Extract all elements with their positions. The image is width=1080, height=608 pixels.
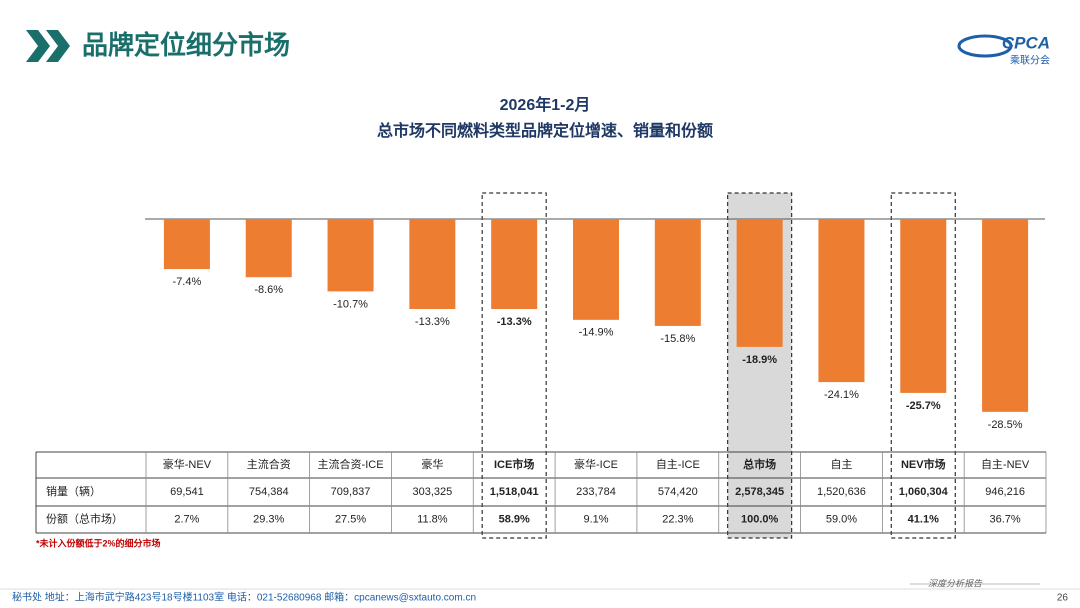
row-label: 销量（辆） bbox=[46, 484, 101, 498]
table-cell: 2,578,345 bbox=[735, 486, 784, 498]
highlight-box bbox=[481, 192, 547, 539]
value-label: -14.9% bbox=[579, 327, 614, 339]
bar bbox=[491, 219, 538, 309]
table-cell: 58.9% bbox=[499, 513, 530, 525]
value-label: -8.6% bbox=[254, 284, 283, 296]
highlight-box bbox=[890, 192, 956, 539]
table-cell: 27.5% bbox=[335, 513, 366, 525]
bar bbox=[409, 219, 456, 309]
table-header: 主流合资 bbox=[247, 457, 291, 471]
footer-tag: 深度分析报告 bbox=[928, 578, 983, 588]
table-cell: 41.1% bbox=[908, 513, 939, 525]
bar bbox=[163, 219, 210, 270]
bar bbox=[818, 219, 865, 383]
table-cell: 946,216 bbox=[985, 486, 1025, 498]
bar bbox=[900, 219, 947, 393]
value-label: -15.8% bbox=[660, 333, 695, 345]
table-cell: 69,541 bbox=[170, 486, 204, 498]
table-header: 总市场 bbox=[743, 457, 776, 471]
chart-title: 2026年1-2月 bbox=[500, 95, 591, 114]
chart-subtitle: 总市场不同燃料类型品牌定位增速、销量和份额 bbox=[377, 121, 713, 140]
table-cell: 574,420 bbox=[658, 486, 698, 498]
table-header: 自主 bbox=[830, 458, 852, 471]
header-icon bbox=[26, 30, 70, 62]
value-label: -25.7% bbox=[906, 400, 941, 412]
table-cell: 754,384 bbox=[249, 486, 289, 498]
table-header: 豪华-ICE bbox=[574, 457, 618, 471]
bar bbox=[327, 219, 374, 292]
value-label: -24.1% bbox=[824, 389, 859, 401]
table-header: 豪华-NEV bbox=[163, 457, 212, 471]
bar bbox=[982, 219, 1029, 412]
value-label: -10.7% bbox=[333, 298, 368, 310]
table-cell: 1,518,041 bbox=[490, 486, 539, 498]
page-title: 品牌定位细分市场 bbox=[82, 30, 290, 60]
table-cell: 2.7% bbox=[174, 513, 199, 525]
footnote: *未计入份额低于2%的细分市场 bbox=[36, 537, 161, 548]
value-label: -28.5% bbox=[988, 419, 1023, 431]
bar bbox=[245, 219, 292, 278]
bar bbox=[654, 219, 701, 326]
table-cell: 22.3% bbox=[662, 513, 693, 525]
table-header: 豪华 bbox=[421, 457, 443, 471]
page-number: 26 bbox=[1057, 593, 1069, 604]
table-cell: 36.7% bbox=[989, 513, 1020, 525]
value-label: -13.3% bbox=[415, 316, 450, 328]
value-label: -13.3% bbox=[497, 316, 532, 328]
table-header: NEV市场 bbox=[901, 457, 946, 471]
table-cell: 1,060,304 bbox=[899, 486, 949, 498]
table-header: ICE市场 bbox=[494, 457, 534, 471]
table-cell: 100.0% bbox=[741, 513, 779, 525]
table-header: 自主-NEV bbox=[981, 458, 1030, 471]
table-cell: 303,325 bbox=[412, 486, 452, 498]
table-cell: 709,837 bbox=[331, 486, 371, 498]
table-header: 自主-ICE bbox=[656, 458, 700, 471]
logo-subtext: 乘联分会 bbox=[1010, 54, 1050, 67]
bar bbox=[573, 219, 619, 320]
logo-mark bbox=[957, 34, 1013, 58]
table-cell: 233,784 bbox=[576, 486, 616, 498]
value-label: -18.9% bbox=[742, 354, 777, 366]
table-cell: 29.3% bbox=[253, 513, 284, 525]
table-cell: 1,520,636 bbox=[817, 486, 866, 498]
table-header: 主流合资-ICE bbox=[318, 457, 384, 471]
bar bbox=[736, 219, 783, 347]
table-cell: 59.0% bbox=[826, 513, 857, 525]
logo-text: CPCA bbox=[1002, 33, 1050, 52]
row-label: 份额（总市场） bbox=[46, 511, 123, 525]
footer-address: 秘书处 地址：上海市武宁路423号18号楼1103室 电话：021-526809… bbox=[12, 591, 476, 604]
value-label: -7.4% bbox=[173, 276, 202, 288]
table-cell: 9.1% bbox=[583, 513, 608, 525]
table-cell: 11.8% bbox=[417, 513, 448, 525]
